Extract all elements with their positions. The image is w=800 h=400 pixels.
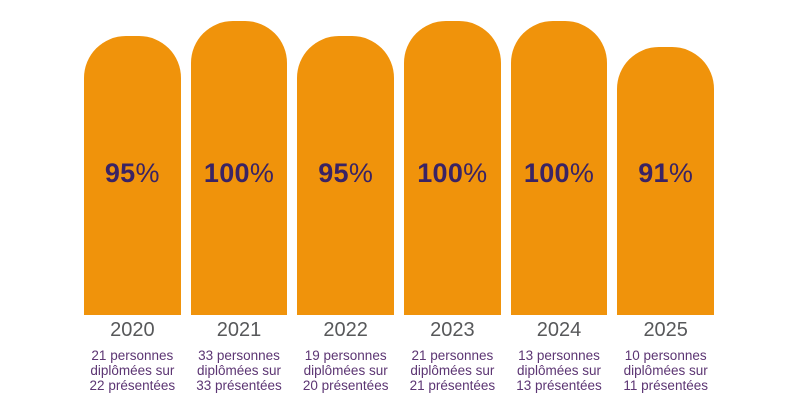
sublabel-line: 21 personnes	[411, 348, 494, 363]
sublabel-line: 21 présentées	[409, 378, 496, 393]
bar-column-2023: 100% 2023 21 personnes diplômées sur 21 …	[404, 21, 501, 393]
sublabel-line: 33 personnes	[198, 348, 280, 363]
bar-column-2022: 95% 2022 19 personnes diplômées sur 20 p…	[297, 21, 395, 393]
year-label: 2024	[536, 319, 582, 341]
bar-zone: 91%	[617, 21, 715, 315]
percent-value: 100	[203, 158, 250, 188]
sublabel-line: 21 personnes	[91, 348, 174, 363]
sublabel-line: 33 présentées	[196, 378, 282, 393]
sublabel-line: 19 personnes	[304, 348, 387, 363]
bar-sublabel: 33 personnes diplômées sur 33 présentées	[191, 348, 288, 393]
sublabel-line: 13 présentées	[516, 378, 602, 393]
bar-sublabel: 13 personnes diplômées sur 13 présentées	[511, 348, 608, 393]
year-label: 2023	[430, 319, 475, 341]
percent-sign: %	[135, 158, 160, 188]
bar-sublabel: 19 personnes diplômées sur 20 présentées	[297, 348, 394, 393]
bar-sublabel: 10 personnes diplômées sur 11 présentées	[617, 348, 714, 393]
percent-value: 95	[318, 158, 349, 188]
percent-value: 100	[523, 158, 570, 188]
bar-value-label: 95%	[297, 158, 394, 188]
bar-2022	[297, 35, 395, 315]
bar-sublabel: 21 personnes diplômées sur 22 présentées	[84, 348, 181, 393]
bar-zone: 95%	[84, 21, 181, 315]
bar-zone: 100%	[404, 21, 501, 315]
sublabel-line: 10 personnes	[624, 348, 707, 363]
sublabel-line: 11 présentées	[623, 378, 708, 393]
bar-2025	[617, 47, 715, 315]
bar-column-2025: 91% 2025 10 personnes diplômées sur 11 p…	[617, 21, 715, 393]
percent-sign: %	[348, 158, 374, 188]
percent-value: 91	[638, 158, 669, 188]
bar-zone: 100%	[190, 21, 288, 315]
sublabel-line: diplômées sur	[196, 363, 282, 378]
bar-column-2024: 100% 2024 13 personnes diplômées sur 13 …	[510, 21, 608, 393]
bar-2020	[84, 35, 181, 315]
percent-value: 100	[417, 158, 464, 188]
chart-area: 95% 2020 21 personnes diplômées sur 22 p…	[84, 21, 715, 393]
sublabel-line: 20 présentées	[302, 378, 389, 393]
bar-2023	[404, 21, 501, 315]
bar-value-label: 100%	[404, 158, 501, 188]
sublabel-line: 13 personnes	[518, 348, 600, 363]
bar-column-2020: 95% 2020 21 personnes diplômées sur 22 p…	[84, 21, 181, 393]
year-label: 2025	[643, 319, 688, 341]
sublabel-line: diplômées sur	[517, 363, 602, 378]
percent-sign: %	[668, 158, 694, 188]
percent-sign: %	[569, 158, 595, 188]
bar-2024	[510, 21, 608, 315]
sublabel-line: 22 présentées	[89, 378, 176, 393]
year-label: 2021	[216, 319, 262, 341]
sublabel-line: diplômées sur	[303, 363, 388, 378]
bar-value-label: 95%	[84, 158, 181, 188]
bar-zone: 95%	[297, 21, 395, 315]
year-label: 2020	[110, 319, 155, 341]
bar-column-2021: 100% 2021 33 personnes diplômées sur 33 …	[190, 21, 288, 393]
bar-value-label: 100%	[191, 158, 288, 188]
percent-sign: %	[249, 158, 275, 188]
sublabel-line: diplômées sur	[410, 363, 495, 378]
sublabel-line: diplômées sur	[90, 363, 175, 378]
bar-2021	[190, 21, 288, 315]
percent-sign: %	[463, 158, 488, 188]
percent-value: 95	[104, 158, 136, 188]
sublabel-line: diplômées sur	[623, 363, 708, 378]
bar-zone: 100%	[510, 21, 608, 315]
bar-sublabel: 21 personnes diplômées sur 21 présentées	[404, 348, 501, 393]
bar-value-label: 100%	[511, 158, 608, 188]
bar-value-label: 91%	[617, 158, 714, 188]
year-label: 2022	[323, 319, 368, 341]
